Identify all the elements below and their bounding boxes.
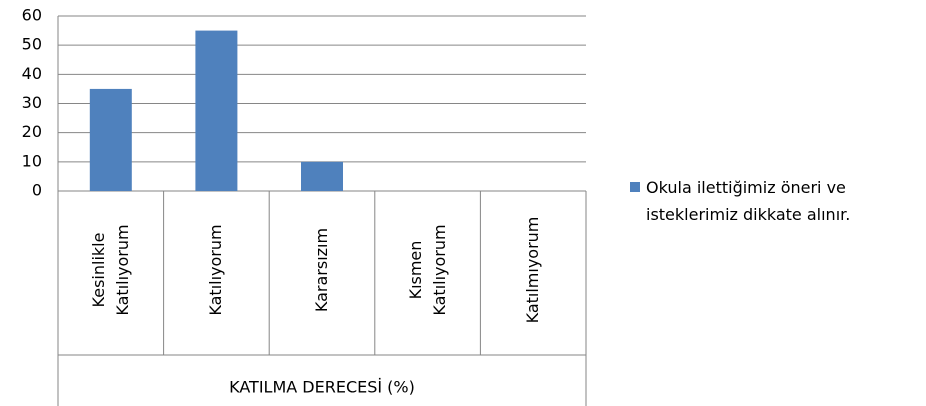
legend-swatch (630, 182, 640, 192)
x-tick-label: Kısmen Katılıyorum (405, 224, 449, 316)
y-tick-label: 0 (32, 181, 42, 200)
y-tick-label: 60 (22, 6, 42, 25)
legend-label: Okula ilettiğimiz öneri ve isteklerimiz … (646, 178, 851, 224)
x-tick-label: Kesinlikle Katılıyorum (88, 224, 132, 316)
bar (301, 161, 343, 191)
bar (89, 88, 132, 191)
y-tick-label: 30 (22, 93, 42, 112)
x-tick-label: Katılmıyorum (523, 216, 543, 324)
x-axis-title: KATILMA DERECESİ (%) (229, 378, 415, 397)
y-tick-label: 40 (22, 64, 42, 83)
y-tick-label: 20 (22, 122, 42, 141)
x-tick-label: Kararsızım (312, 227, 331, 313)
x-tick-label: Katılıyorum (206, 224, 226, 316)
bar (195, 30, 238, 192)
y-tick-label: 10 (22, 151, 42, 170)
y-tick-label: 50 (22, 35, 42, 54)
